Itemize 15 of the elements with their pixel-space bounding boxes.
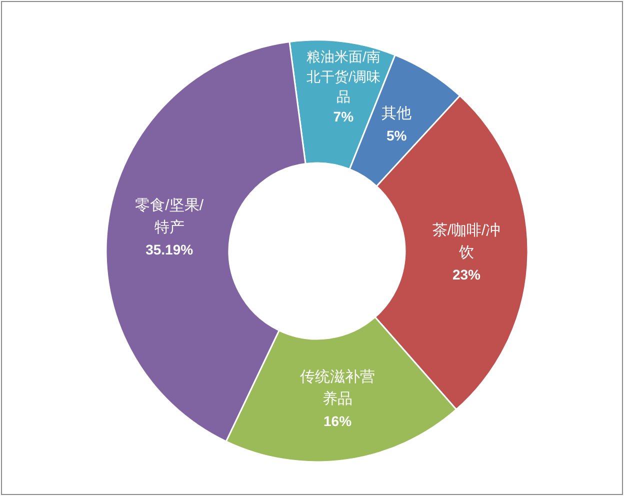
category-label: 粮油米面/南 [306, 48, 380, 64]
value-label: 35.19% [146, 242, 194, 258]
category-label: 茶/咖啡/冲 [432, 222, 501, 240]
category-label: 零食/坚果/ [135, 197, 204, 214]
category-label: 饮 [459, 244, 474, 262]
category-label: 品 [336, 88, 350, 104]
category-label: 传统滋补营 [300, 368, 376, 386]
category-label: 特产 [154, 219, 184, 236]
value-label: 7% [333, 108, 354, 124]
category-label: 北干货/调味 [306, 68, 380, 84]
value-label: 5% [386, 127, 407, 144]
category-label: 养品 [322, 390, 353, 408]
value-label: 23% [452, 266, 480, 283]
category-label: 其他 [382, 104, 412, 122]
value-label: 16% [324, 413, 352, 430]
